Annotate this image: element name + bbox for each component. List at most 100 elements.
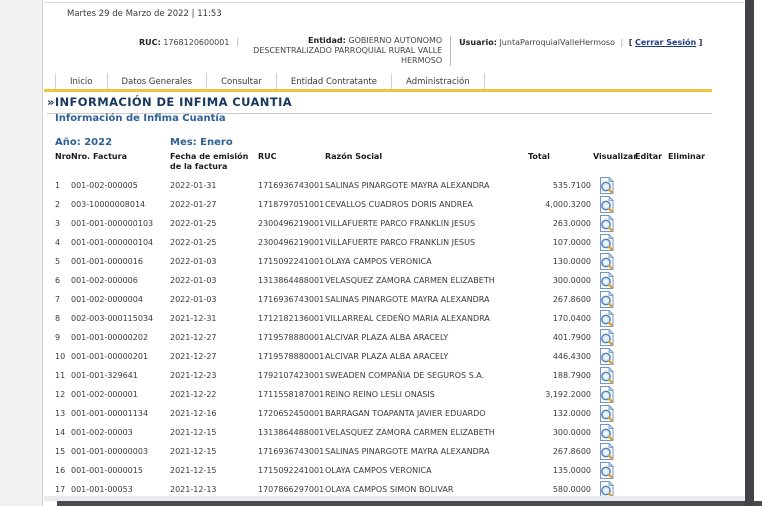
logout-bracket-open: [ <box>628 38 633 47</box>
cell-editar <box>635 176 668 195</box>
cell-fecha: 2022-01-03 <box>170 294 217 304</box>
visualizar-document-magnifier-icon[interactable] <box>599 423 614 441</box>
cell-total: 130.0000 <box>552 256 591 266</box>
cell-factura: 001-001-0000016 <box>71 256 143 266</box>
month-filter-label: Mes: Enero <box>170 137 233 148</box>
visualizar-document-magnifier-icon[interactable] <box>599 252 614 270</box>
usuario-separator: | <box>620 38 624 47</box>
cell-editar <box>635 385 668 404</box>
cell-total: 300.0000 <box>552 275 591 285</box>
ruc-label: RUC: <box>139 38 161 47</box>
cell-visualizar <box>593 252 635 271</box>
cell-editar <box>635 195 668 214</box>
visualizar-document-magnifier-icon[interactable] <box>599 233 614 251</box>
cell-razon: VELASQUEZ ZAMORA CARMEN ELIZABETH <box>325 427 495 437</box>
table-row: 11 001-001-329641 2021-12-23 17921074230… <box>55 366 717 385</box>
cell-eliminar <box>668 309 717 328</box>
cell-factura: 001-002-0000004 <box>71 294 143 304</box>
cell-ruc: 1716936743001 <box>258 446 325 456</box>
year-value: 2022 <box>84 137 113 148</box>
cell-eliminar <box>668 328 717 347</box>
visualizar-document-magnifier-icon[interactable] <box>599 404 614 422</box>
cell-factura: 001-001-000000103 <box>71 218 154 228</box>
tab-entidad-contratante[interactable]: Entidad Contratante <box>277 73 393 92</box>
visualizar-document-magnifier-icon[interactable] <box>599 442 614 460</box>
cell-ruc: 1313864488001 <box>258 275 325 285</box>
cell-factura: 002-003-000115034 <box>71 313 154 323</box>
cell-ruc: 1707866297001 <box>258 484 325 494</box>
tab-inicio[interactable]: Inicio <box>56 73 108 92</box>
cell-fecha: 2021-12-13 <box>170 484 217 494</box>
cell-nro: 14 <box>55 427 66 437</box>
visualizar-document-magnifier-icon[interactable] <box>599 480 614 498</box>
entidad-label: Entidad: <box>308 36 346 45</box>
cell-ruc: 1719578880001 <box>258 332 325 342</box>
visualizar-document-magnifier-icon[interactable] <box>599 347 614 365</box>
cell-factura: 001-001-00000202 <box>71 332 149 342</box>
visualizar-document-magnifier-icon[interactable] <box>599 366 614 384</box>
table-row: 7 001-002-0000004 2022-01-03 17169367430… <box>55 290 717 309</box>
visualizar-document-magnifier-icon[interactable] <box>599 195 614 213</box>
cell-razon: ALCIVAR PLAZA ALBA ARACELY <box>325 351 449 361</box>
visualizar-document-magnifier-icon[interactable] <box>599 328 614 346</box>
cell-factura: 001-001-00053 <box>71 484 133 494</box>
cell-fecha: 2021-12-27 <box>170 351 217 361</box>
visualizar-document-magnifier-icon[interactable] <box>599 461 614 479</box>
cell-editar <box>635 309 668 328</box>
table-row: 16 001-001-0000015 2021-12-15 1715092241… <box>55 461 717 480</box>
visualizar-document-magnifier-icon[interactable] <box>599 176 614 194</box>
right-window-shadow <box>745 0 754 506</box>
cell-editar <box>635 347 668 366</box>
visualizar-document-magnifier-icon[interactable] <box>599 271 614 289</box>
cell-total: 535.7100 <box>552 180 591 190</box>
cell-total: 267.8600 <box>552 294 591 304</box>
cell-razon: SWEADEN COMPAÑIA DE SEGUROS S.A. <box>325 370 485 380</box>
tab-datos-generales[interactable]: Datos Generales <box>108 73 208 92</box>
cell-visualizar <box>593 480 635 499</box>
cell-fecha: 2021-12-27 <box>170 332 217 342</box>
cell-total: 300.0000 <box>552 427 591 437</box>
cell-razon: VELASQUEZ ZAMORA CARMEN ELIZABETH <box>325 275 495 285</box>
cell-fecha: 2021-12-15 <box>170 446 217 456</box>
table-row: 4 001-001-000000104 2022-01-25 230049621… <box>55 233 717 252</box>
cell-razon: SALINAS PINARGOTE MAYRA ALEXANDRA <box>325 446 490 456</box>
visualizar-document-magnifier-icon[interactable] <box>599 214 614 232</box>
visualizar-document-magnifier-icon[interactable] <box>599 290 614 308</box>
header-editar: Editar <box>635 152 663 161</box>
cell-factura: 001-001-329641 <box>71 370 138 380</box>
logout-link[interactable]: Cerrar Sesión <box>634 38 697 47</box>
cell-visualizar <box>593 461 635 480</box>
cell-factura: 001-002-000001 <box>71 389 138 399</box>
cell-nro: 11 <box>55 370 66 380</box>
cell-nro: 13 <box>55 408 66 418</box>
cell-razon: REINO REINO LESLI ONASIS <box>325 389 435 399</box>
nav-accent-bar <box>44 89 712 92</box>
cell-eliminar <box>668 404 717 423</box>
cell-ruc: 1711558187001 <box>258 389 325 399</box>
usuario-value: JuntaParroquialValleHermoso <box>499 38 615 47</box>
header-visualizar: Visualizar <box>593 152 638 161</box>
cell-fecha: 2021-12-16 <box>170 408 217 418</box>
cell-factura: 001-001-00001134 <box>71 408 149 418</box>
visualizar-document-magnifier-icon[interactable] <box>599 385 614 403</box>
visualizar-document-magnifier-icon[interactable] <box>599 309 614 327</box>
logout-bracket-close: ] <box>698 38 703 47</box>
cell-nro: 7 <box>55 294 61 304</box>
bottom-window-shadow <box>57 501 762 506</box>
cell-fecha: 2021-12-22 <box>170 389 217 399</box>
tab-consultar[interactable]: Consultar <box>207 73 277 92</box>
entidad-value: GOBIERNO AUTONOMO DESCENTRALIZADO PARROQ… <box>253 36 443 65</box>
cell-editar <box>635 423 668 442</box>
invoice-table-body: 1 001-002-000005 2022-01-31 171693674300… <box>55 176 717 499</box>
cell-razon: OLAYA CAMPOS SIMON BOLIVAR <box>325 484 454 494</box>
cell-eliminar <box>668 214 717 233</box>
usuario-cell: Usuario: JuntaParroquialValleHermoso | [… <box>451 38 702 48</box>
cell-razon: VILLAFUERTE PARCO FRANKLIN JESUS <box>325 218 476 228</box>
tab-administracion[interactable]: Administración <box>392 73 485 92</box>
cell-ruc: 1313864488001 <box>258 427 325 437</box>
cell-nro: 16 <box>55 465 66 475</box>
cell-editar <box>635 214 668 233</box>
cell-visualizar <box>593 271 635 290</box>
cell-nro: 5 <box>55 256 61 266</box>
